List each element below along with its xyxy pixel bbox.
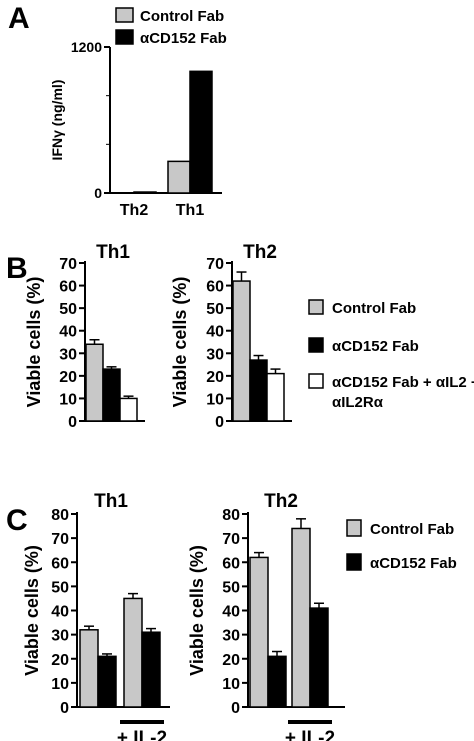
- legend-swatch-a-1: [115, 29, 134, 45]
- y-axis-label-c-th1: Viable cells (%): [22, 545, 42, 676]
- legend-swatch-a-0: [115, 7, 134, 23]
- x-tick-label-a: Th1: [176, 202, 205, 219]
- y-tick-label-b-th2: 50: [206, 301, 224, 318]
- legend-swatch-b-1: [308, 337, 324, 353]
- y-tick-label-b-th2: 30: [206, 346, 224, 363]
- bar-b-th2-s1: [249, 359, 268, 422]
- y-tick-label-c-th1: 20: [51, 652, 69, 669]
- y-tick-label-c-th2: 10: [222, 676, 240, 693]
- bar-b-th2-s2: [266, 372, 285, 422]
- x-tick-label-a: Th2: [120, 202, 149, 219]
- y-tick-label-b-th2: 70: [206, 256, 224, 273]
- y-tick-label-c-th1: 0: [60, 700, 69, 717]
- legend-label-b-2: αCD152 Fab + αIL2 +: [332, 374, 474, 391]
- panel-label-c: C: [6, 504, 28, 537]
- bar-c-th2-g1-s1: [309, 607, 329, 708]
- y-tick-label-b-th2: 60: [206, 279, 224, 296]
- bar-c-th2-g0-s1: [267, 655, 287, 708]
- legend-label-b-3: αIL2Rα: [332, 394, 384, 411]
- y-tick-label-c-th2: 50: [222, 579, 240, 596]
- chart-title-c-th1: Th1: [94, 491, 128, 512]
- y-tick-label-b-th1: 0: [68, 414, 77, 431]
- y-axis-label-b-th1: Viable cells (%): [24, 277, 44, 408]
- y-tick-label-c-th2: 40: [222, 604, 240, 621]
- y-tick-label-b-th1: 40: [59, 324, 77, 341]
- y-tick-label-b-th1: 60: [59, 279, 77, 296]
- bar-a-th1-1: [189, 70, 213, 194]
- treatment-bar-c-th2: [288, 720, 332, 724]
- bar-c-th1-g0-s0: [79, 629, 99, 708]
- y-tick-label-b-th1: 10: [59, 391, 77, 408]
- y-axis-label-a: IFNγ (ng/ml): [49, 80, 65, 161]
- y-tick-label-c-th2: 60: [222, 555, 240, 572]
- treatment-bar-c-th1: [120, 720, 164, 724]
- y-tick-label-b-th2: 0: [215, 414, 224, 431]
- y-tick-label-b-th2: 10: [206, 391, 224, 408]
- y-tick-label-c-th1: 30: [51, 628, 69, 645]
- bar-c-th1-g1-s0: [123, 597, 143, 708]
- legend-swatch-b-0: [308, 299, 324, 315]
- legend-label-b-1: αCD152 Fab: [332, 338, 419, 355]
- bar-a-th1-0: [167, 160, 191, 194]
- bar-c-th1-g1-s1: [141, 631, 161, 708]
- y-tick-label-c-th1: 70: [51, 531, 69, 548]
- y-tick-label-b-th2: 40: [206, 324, 224, 341]
- chart-title-c-th2: Th2: [264, 491, 298, 512]
- bar-c-th2-g0-s0: [249, 556, 269, 708]
- y-tick-label-b-th1: 20: [59, 369, 77, 386]
- bar-c-th1-g0-s1: [97, 655, 117, 708]
- y-tick-label-b-th1: 30: [59, 346, 77, 363]
- bar-a-th2-1: [133, 191, 157, 194]
- y-tick-label-c-th2: 30: [222, 628, 240, 645]
- y-tick-label-c-th1: 50: [51, 579, 69, 596]
- y-tick-label-a: 0: [94, 185, 102, 201]
- bar-b-th1-s1: [102, 368, 121, 422]
- y-tick-label-c-th2: 20: [222, 652, 240, 669]
- panel-label-a: A: [8, 2, 30, 35]
- y-tick-label-b-th1: 70: [59, 256, 77, 273]
- legend-swatch-c-1: [346, 553, 362, 571]
- y-tick-label-c-th1: 10: [51, 676, 69, 693]
- treatment-label-c-th2: + IL-2: [285, 728, 335, 741]
- legend-label-c-1: αCD152 Fab: [370, 555, 457, 572]
- y-tick-label-c-th2: 70: [222, 531, 240, 548]
- panel-label-b: B: [6, 252, 28, 285]
- y-tick-label-a: 1200: [71, 39, 102, 55]
- legend-label-c-0: Control Fab: [370, 521, 454, 538]
- legend-label-b-0: Control Fab: [332, 300, 416, 317]
- y-tick-label-c-th1: 60: [51, 555, 69, 572]
- chart-title-b-th2: Th2: [243, 242, 277, 263]
- bar-b-th2-s0: [232, 280, 251, 422]
- y-axis-label-c-th2: Viable cells (%): [187, 545, 207, 676]
- legend-swatch-b-2: [308, 373, 324, 389]
- bar-b-th1-s2: [119, 397, 138, 422]
- bar-c-th2-g1-s0: [291, 527, 311, 708]
- chart-title-b-th1: Th1: [96, 242, 130, 263]
- y-tick-label-c-th2: 0: [231, 700, 240, 717]
- y-tick-label-c-th2: 80: [222, 507, 240, 524]
- legend-label-a-1: αCD152 Fab: [140, 30, 227, 47]
- y-tick-label-b-th1: 50: [59, 301, 77, 318]
- treatment-label-c-th1: + IL-2: [117, 728, 167, 741]
- legend-label-a-0: Control Fab: [140, 8, 224, 25]
- y-axis-label-b-th2: Viable cells (%): [170, 277, 190, 408]
- y-tick-label-b-th2: 20: [206, 369, 224, 386]
- y-tick-label-c-th1: 80: [51, 507, 69, 524]
- legend-swatch-c-0: [346, 519, 362, 537]
- y-tick-label-c-th1: 40: [51, 604, 69, 621]
- bar-b-th1-s0: [85, 343, 104, 422]
